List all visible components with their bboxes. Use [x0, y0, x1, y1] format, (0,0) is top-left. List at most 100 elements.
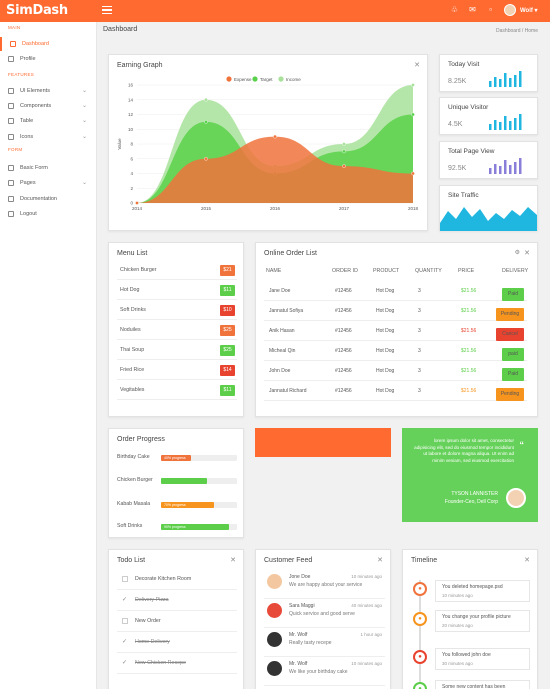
- close-icon[interactable]: ✕: [377, 557, 383, 564]
- timeline-text: You change your profile picture: [442, 614, 511, 620]
- testimonial-text: lorem ipsum dolor sit amet, consectetur …: [414, 438, 514, 463]
- sidebar-item-documentation[interactable]: Documentation: [0, 192, 96, 206]
- table-row: Anik Hasan #12456 Hot Dog 3 $21.56 Cancel: [264, 321, 527, 341]
- x-tick-label: 2015: [201, 206, 212, 211]
- menu-item-name: Noduiles: [120, 327, 141, 333]
- checkbox[interactable]: [122, 618, 128, 624]
- stat-title: Today Visit: [448, 61, 480, 68]
- checkbox[interactable]: ✓: [122, 639, 128, 645]
- sidebar-item-label: Table: [20, 118, 34, 124]
- mini-bar: [519, 71, 522, 87]
- price-badge: $14: [220, 365, 235, 376]
- progress-bar: 90% progress: [161, 524, 237, 530]
- todo-item[interactable]: ✓ New Chicken Recepe: [117, 653, 237, 674]
- y-tick-label: 2: [130, 186, 133, 191]
- legend-label: Income: [286, 77, 301, 82]
- checkbox[interactable]: ✓: [122, 597, 128, 603]
- sidebar-item-label: Icons: [20, 134, 34, 140]
- progress-bar: 40% progress: [161, 455, 237, 461]
- checkbox[interactable]: ✓: [122, 660, 128, 666]
- progress-fill: 90% progress: [161, 524, 230, 530]
- todo-item[interactable]: ✓ Home Delivery: [117, 632, 237, 653]
- progress-label: Birthday Cake: [117, 454, 150, 460]
- cell-name: John Doe: [269, 368, 291, 374]
- menu-toggle-icon[interactable]: [102, 6, 112, 14]
- user-name[interactable]: Wolf ▾: [520, 8, 538, 14]
- cell-id: #12456: [335, 388, 352, 394]
- mini-bar: [514, 75, 517, 87]
- data-point: [411, 83, 415, 87]
- list-item: Chicken Burger $21: [117, 261, 237, 280]
- cell-price: $21.56: [461, 308, 477, 314]
- sidebar-item-logout[interactable]: Logout: [0, 207, 96, 221]
- stat-value: 92.5K: [448, 165, 467, 172]
- close-icon[interactable]: ✕: [524, 250, 530, 257]
- feed-author: Sara Maggi: [289, 603, 315, 609]
- delivery-status-button[interactable]: Paid: [502, 368, 524, 381]
- cell-price: $21.56: [461, 348, 477, 354]
- cell-qty: 3: [418, 368, 421, 374]
- form-icon: [8, 165, 14, 171]
- traffic-sparkline: [440, 207, 537, 231]
- cell-qty: 3: [418, 328, 421, 334]
- table-header: PRICE: [458, 268, 475, 274]
- delivery-status-button[interactable]: paid: [502, 348, 524, 361]
- todo-item[interactable]: New Order: [117, 611, 237, 632]
- delivery-status-button[interactable]: Cancel: [496, 328, 524, 341]
- y-tick-label: 12: [128, 112, 134, 117]
- delivery-status-button[interactable]: Pending: [496, 308, 524, 321]
- sidebar-item-pages[interactable]: Pages ⌄: [0, 176, 96, 190]
- card-title: Order Progress: [117, 436, 165, 443]
- timeline-line: [419, 580, 421, 689]
- close-icon[interactable]: ✕: [230, 557, 236, 564]
- close-icon[interactable]: ✕: [524, 557, 530, 564]
- progress-label: Chicken Burger: [117, 477, 153, 483]
- sidebar-section-label: FEATURES: [8, 72, 35, 77]
- checkbox[interactable]: [122, 576, 128, 582]
- app-logo[interactable]: SimDash: [6, 3, 68, 18]
- puzzle-icon: [8, 103, 14, 109]
- mail-icon[interactable]: ✉: [469, 5, 476, 14]
- card-title: Earning Graph: [117, 62, 163, 69]
- feed-author: Mr. Wolf: [289, 632, 308, 638]
- sidebar-item-basic-form[interactable]: Basic Form: [0, 161, 96, 175]
- menu-item-name: Fried Rice: [120, 367, 145, 373]
- mini-bar: [494, 164, 497, 174]
- todo-text: Decorate Kitchen Room: [135, 576, 192, 582]
- stat-card: Total Page View 92.5K: [439, 141, 538, 179]
- card-title: Menu List: [117, 250, 148, 257]
- timeline-entry: You deleted homepage.psd 10 minutes ago: [435, 580, 530, 602]
- pages-icon: [8, 180, 14, 186]
- todo-item[interactable]: ✓ Delivery Pizza: [117, 590, 237, 611]
- list-item: Hot Dog $11: [117, 281, 237, 300]
- card-title: Todo List: [117, 557, 146, 564]
- cell-product: Hot Dog: [376, 368, 395, 374]
- sidebar-item-profile[interactable]: Profile: [0, 52, 96, 66]
- todo-item[interactable]: Decorate Kitchen Room: [117, 569, 237, 590]
- bell-icon[interactable]: ♧: [450, 5, 459, 14]
- chat-icon[interactable]: ▫: [489, 5, 492, 14]
- sidebar-item-dashboard[interactable]: Dashboard: [0, 37, 96, 51]
- sidebar-item-ui-elements[interactable]: UI Elements ⌄: [0, 84, 96, 98]
- feed-author: Jone Doe: [289, 574, 311, 580]
- delivery-status-button[interactable]: Paid: [502, 288, 524, 301]
- feed-text: Really tasty recepe: [289, 640, 332, 646]
- todo-text: New Chicken Recepe: [135, 660, 186, 666]
- doc-icon: [8, 196, 14, 202]
- user-avatar[interactable]: [504, 4, 516, 16]
- mini-bar-chart: [489, 114, 522, 130]
- cell-qty: 3: [418, 288, 421, 294]
- data-point: [342, 142, 346, 146]
- menu-item-name: Thai Soup: [120, 347, 145, 353]
- sidebar-item-icons[interactable]: Icons ⌄: [0, 130, 96, 144]
- todo-text: Delivery Pizza: [135, 597, 169, 603]
- close-icon[interactable]: ✕: [414, 62, 420, 69]
- sidebar-item-components[interactable]: Components ⌄: [0, 99, 96, 113]
- y-tick-label: 10: [128, 127, 134, 132]
- gear-icon[interactable]: ⚙: [514, 250, 520, 256]
- mini-bar: [489, 168, 492, 174]
- sidebar-item-table[interactable]: Table ⌄: [0, 114, 96, 128]
- delivery-status-button[interactable]: Pending: [496, 388, 524, 401]
- chevron-down-icon: ⌄: [81, 103, 87, 109]
- sidebar-item-label: Documentation: [20, 196, 57, 202]
